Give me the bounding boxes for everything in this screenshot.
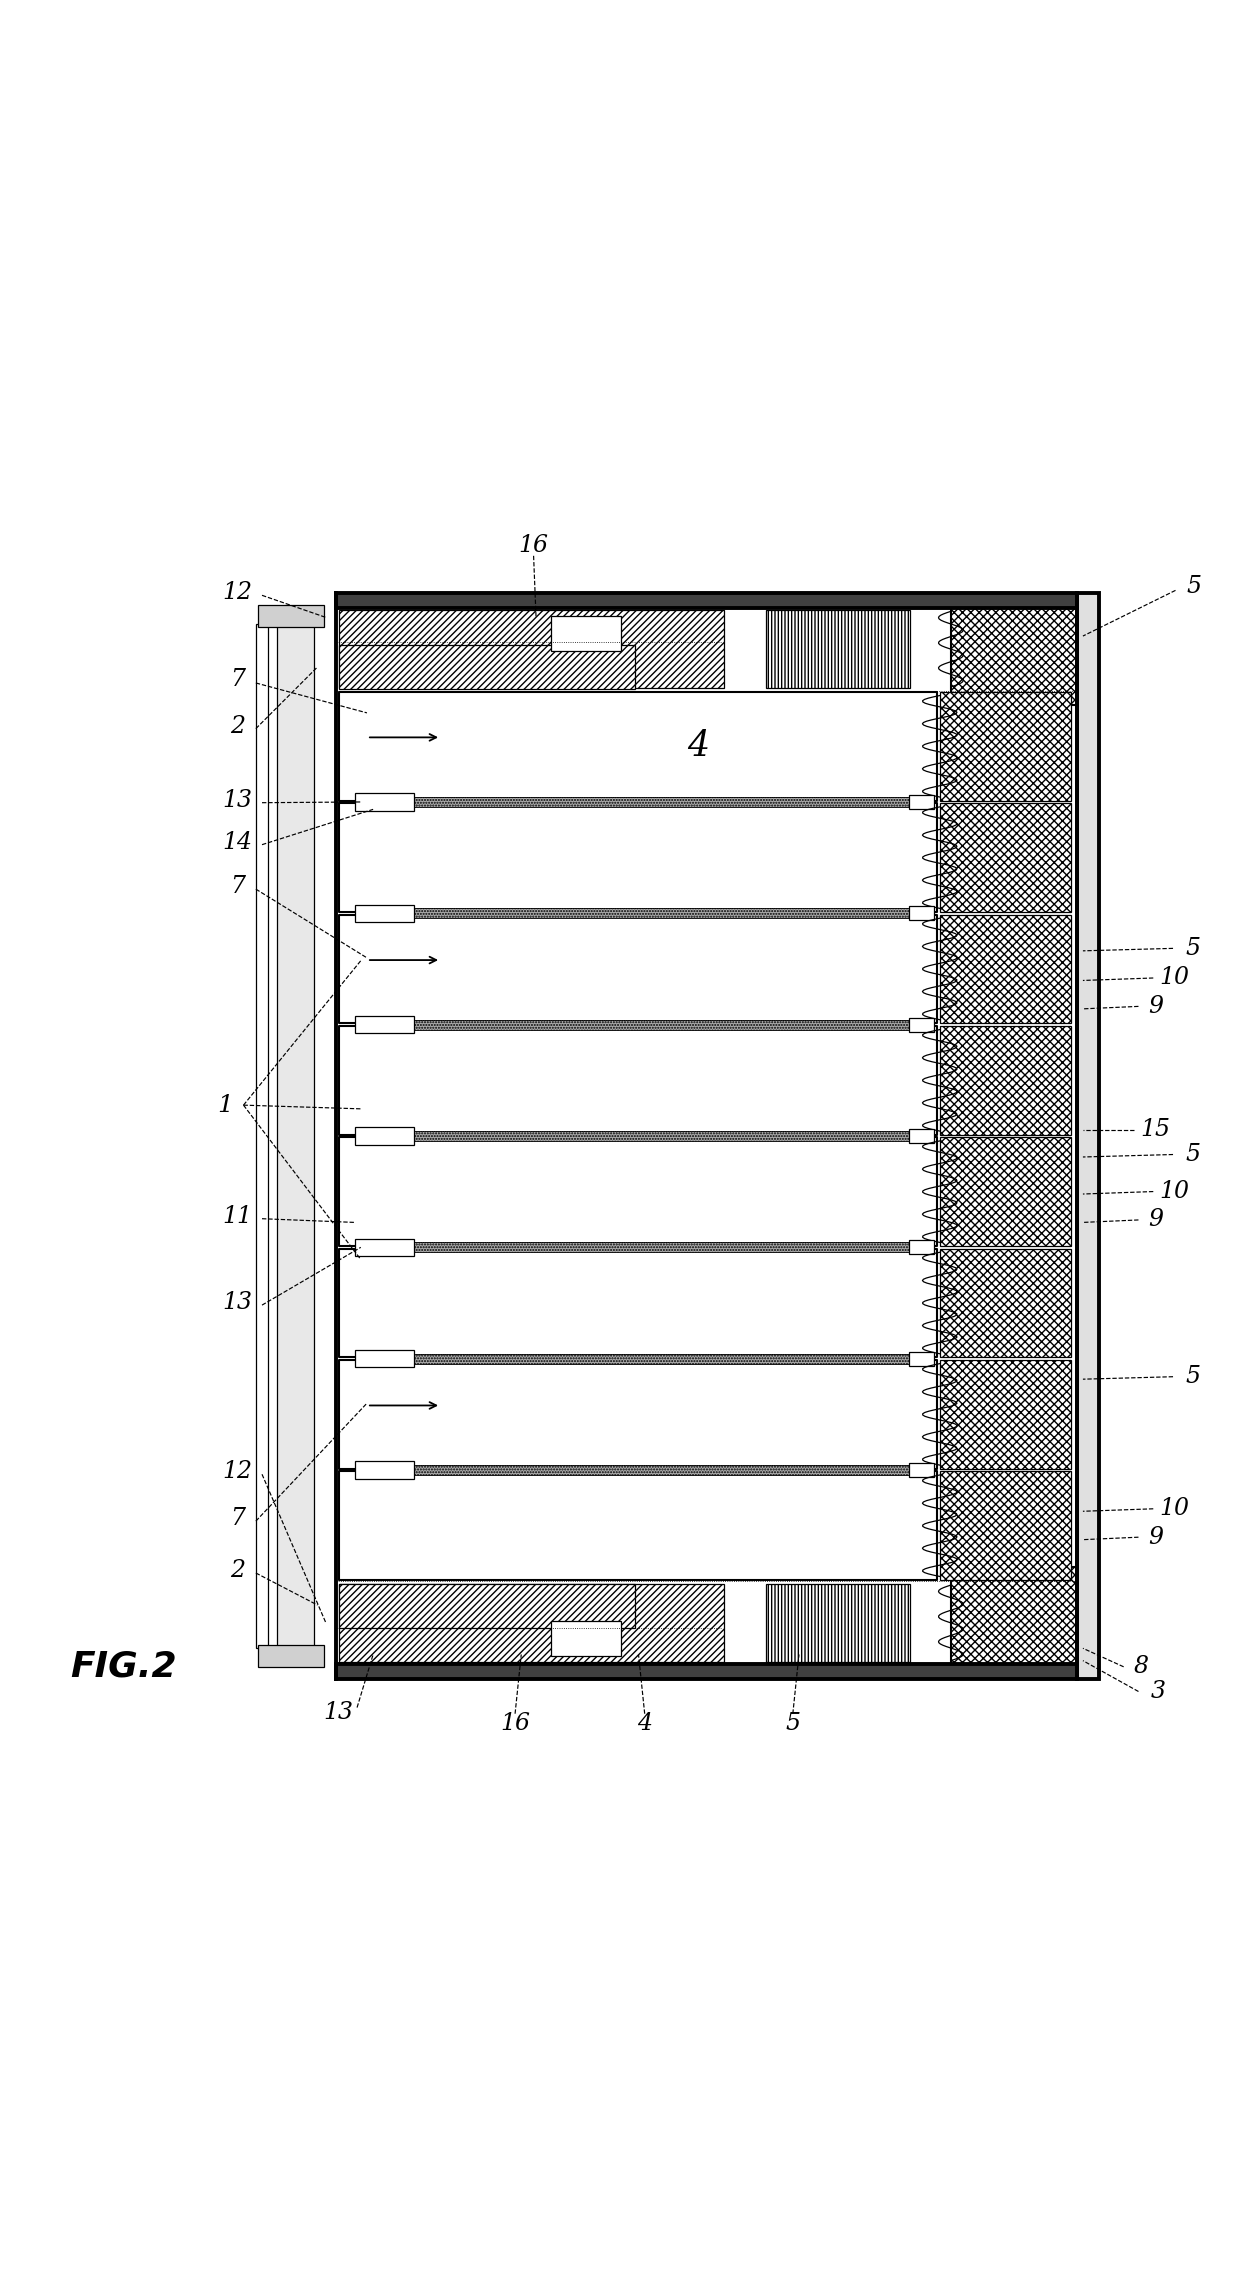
Bar <box>940 1138 1070 1245</box>
Bar <box>951 593 1087 704</box>
Bar <box>355 1020 934 1029</box>
Text: 8: 8 <box>1133 1656 1148 1679</box>
Bar <box>355 909 934 918</box>
Bar <box>336 607 1076 691</box>
Bar <box>355 1465 934 1475</box>
Bar <box>909 795 934 809</box>
Bar <box>940 1361 1070 1468</box>
Bar <box>339 1584 724 1661</box>
Text: 1: 1 <box>217 1093 233 1116</box>
Bar <box>909 907 934 920</box>
Bar <box>940 916 1070 1022</box>
Text: 12: 12 <box>222 1461 252 1484</box>
Text: 3: 3 <box>1151 1679 1166 1704</box>
Bar <box>336 1581 1076 1665</box>
Text: 10: 10 <box>1159 1497 1189 1520</box>
Bar <box>339 611 724 688</box>
Text: 9: 9 <box>1148 1209 1163 1231</box>
Bar <box>258 1645 324 1668</box>
Bar <box>339 1027 937 1134</box>
Bar <box>355 1243 934 1252</box>
Bar <box>1076 593 1099 1679</box>
Bar <box>940 1027 1070 1134</box>
Bar <box>258 604 324 627</box>
Bar <box>355 1461 414 1479</box>
Bar <box>355 904 414 922</box>
Bar <box>339 1472 937 1579</box>
Bar <box>355 1016 414 1034</box>
Text: 5: 5 <box>1187 575 1202 598</box>
Text: 7: 7 <box>229 875 244 897</box>
Text: 2: 2 <box>229 1559 244 1581</box>
Bar <box>940 804 1070 911</box>
Bar <box>765 611 910 688</box>
Bar <box>339 1250 937 1356</box>
Bar <box>339 645 635 688</box>
Text: 13: 13 <box>222 788 252 811</box>
Bar <box>355 1127 414 1145</box>
Bar <box>909 1463 934 1477</box>
Text: 9: 9 <box>1148 995 1163 1018</box>
Text: 4: 4 <box>687 729 709 763</box>
Text: 2: 2 <box>229 716 244 738</box>
Bar <box>765 1584 910 1661</box>
Bar <box>940 693 1070 800</box>
Text: 15: 15 <box>1141 1118 1171 1141</box>
Text: 13: 13 <box>222 1290 252 1313</box>
Bar <box>355 1354 934 1363</box>
Bar <box>255 625 268 1647</box>
Bar <box>355 1238 414 1256</box>
Bar <box>909 1129 934 1143</box>
Text: 16: 16 <box>518 534 548 557</box>
Text: FIG.2: FIG.2 <box>71 1649 177 1684</box>
Bar <box>551 1622 621 1656</box>
Bar <box>339 1584 635 1627</box>
Text: 7: 7 <box>229 668 244 691</box>
Text: 10: 10 <box>1159 966 1189 991</box>
Bar <box>909 1352 934 1365</box>
Bar <box>277 607 314 1665</box>
Text: 10: 10 <box>1159 1179 1189 1204</box>
Text: 5: 5 <box>1185 1365 1200 1388</box>
Bar <box>355 793 414 811</box>
Text: 7: 7 <box>229 1506 244 1529</box>
Bar <box>355 1350 414 1368</box>
Bar <box>336 593 1076 607</box>
Bar <box>339 693 937 800</box>
Text: 13: 13 <box>324 1702 353 1724</box>
Bar <box>339 804 937 911</box>
Text: 16: 16 <box>500 1713 529 1736</box>
Bar <box>339 1361 937 1468</box>
Text: 4: 4 <box>637 1713 652 1736</box>
Text: 11: 11 <box>222 1204 252 1227</box>
Text: 5: 5 <box>1185 936 1200 959</box>
Bar <box>940 1250 1070 1356</box>
Bar <box>909 1018 934 1031</box>
Text: 9: 9 <box>1148 1527 1163 1550</box>
Text: 5: 5 <box>1185 1143 1200 1166</box>
Text: 5: 5 <box>785 1713 800 1736</box>
Bar <box>909 1241 934 1254</box>
Bar <box>940 1472 1070 1579</box>
Text: 12: 12 <box>222 582 252 604</box>
Bar <box>339 916 937 1022</box>
Bar <box>551 616 621 650</box>
Text: 14: 14 <box>222 832 252 854</box>
Bar <box>336 1665 1076 1679</box>
Bar <box>355 1131 934 1141</box>
Bar <box>339 1138 937 1245</box>
Bar <box>951 1568 1087 1679</box>
Bar <box>355 797 934 807</box>
